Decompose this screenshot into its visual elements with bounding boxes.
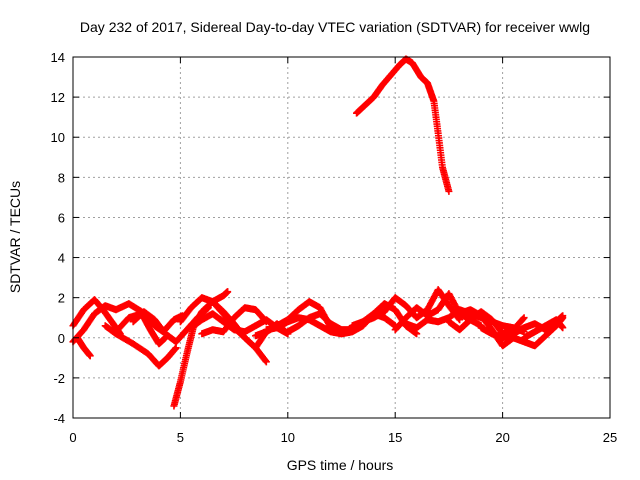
data-point xyxy=(445,187,453,195)
x-axis-label: GPS time / hours xyxy=(287,457,394,473)
y-tick-label: 12 xyxy=(51,90,65,105)
y-tick-label: 10 xyxy=(51,130,65,145)
data-point xyxy=(413,330,421,338)
series-arc-p xyxy=(348,286,464,330)
y-tick-label: 2 xyxy=(58,291,65,306)
axis-ticks: 0 5 10 15 20 25 -4 -2 0 2 4 6 8 10 12 14 xyxy=(51,50,618,445)
chart-title: Day 232 of 2017, Sidereal Day-to-day VTE… xyxy=(80,19,590,35)
y-axis-label: SDTVAR / TECUs xyxy=(7,181,23,293)
x-tick-label: 10 xyxy=(281,430,295,445)
data-points xyxy=(69,55,567,410)
y-tick-label: 8 xyxy=(58,170,65,185)
data-point xyxy=(86,352,94,360)
x-tick-label: 25 xyxy=(603,430,617,445)
data-point xyxy=(262,318,270,326)
y-tick-label: 14 xyxy=(51,50,65,65)
x-tick-label: 5 xyxy=(177,430,184,445)
x-tick-label: 15 xyxy=(388,430,402,445)
data-point xyxy=(172,344,180,352)
series-arc-c xyxy=(73,334,94,360)
grid xyxy=(73,57,610,418)
data-point xyxy=(559,312,567,320)
data-point xyxy=(224,288,232,296)
data-point xyxy=(520,314,528,322)
x-tick-label: 0 xyxy=(69,430,76,445)
x-tick-label: 20 xyxy=(495,430,509,445)
y-tick-label: -2 xyxy=(53,371,65,386)
data-point xyxy=(262,358,270,366)
series-arc-w xyxy=(353,55,453,195)
y-tick-label: 0 xyxy=(58,331,65,346)
y-tick-label: -4 xyxy=(53,411,65,426)
y-tick-label: 6 xyxy=(58,210,65,225)
plot-frame xyxy=(72,56,611,419)
series-arc-s xyxy=(445,308,528,338)
y-tick-label: 4 xyxy=(58,251,65,266)
data-point xyxy=(559,324,567,332)
series-arc-v xyxy=(520,316,567,342)
